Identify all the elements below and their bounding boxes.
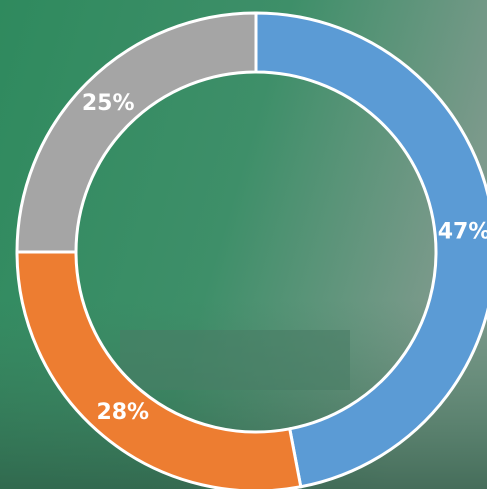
- background-building: [120, 330, 350, 390]
- data-label: 28%: [96, 400, 149, 425]
- labels: 47% 28% 25%: [82, 91, 487, 425]
- data-label: 47%: [438, 219, 487, 244]
- donut: [15, 11, 487, 489]
- data-label: 25%: [82, 91, 135, 116]
- donut-segment: [15, 11, 258, 254]
- donut-segment: [254, 11, 487, 489]
